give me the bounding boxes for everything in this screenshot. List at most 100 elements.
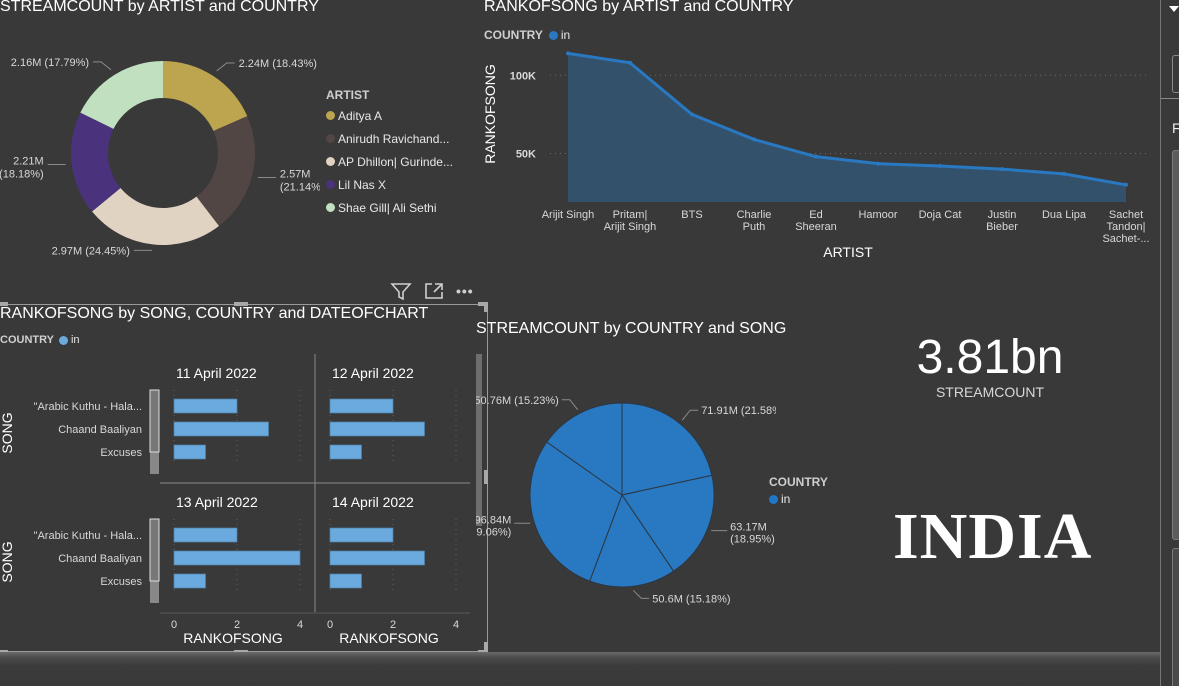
x-tick-label: 2: [234, 619, 240, 631]
small-multiples-bar-chart[interactable]: 11 April 2022 "Arabic Kuthu - Hala... Chaa…: [0, 350, 488, 650]
pie-slice[interactable]: [589, 493, 675, 588]
legend-dot-icon: [326, 134, 335, 143]
donut-legend-item[interactable]: Aditya A: [326, 104, 453, 127]
bar[interactable]: [329, 550, 425, 566]
x-tick-label: BTS: [681, 209, 702, 221]
leader-line: [93, 61, 112, 71]
y-tick-label: 100K: [510, 70, 536, 82]
data-point[interactable]: [690, 112, 694, 117]
y-axis-title: SONG: [0, 541, 15, 582]
legend-label: Shae Gill| Ali Sethi: [338, 200, 437, 215]
legend-dot-icon: [326, 111, 335, 120]
more-options-icon[interactable]: •••: [456, 283, 474, 299]
data-point[interactable]: [814, 154, 818, 159]
pie-chart[interactable]: 71.91M (21.58%) 63.17M(18.95%) 50.6M (15.1…: [476, 370, 776, 620]
x-tick-label: Sachet-...: [1102, 233, 1149, 245]
x-tick-label: Justin: [988, 209, 1017, 221]
y-axis-title: RANKOFSONG: [482, 64, 498, 164]
category-label: Chaand Baaliyan: [58, 553, 142, 565]
donut-slice[interactable]: [80, 61, 163, 129]
filter-card[interactable]: [1172, 548, 1179, 686]
donut-slice[interactable]: [196, 116, 256, 227]
x-tick-label: Arijit Singh: [542, 209, 595, 221]
data-point[interactable]: [566, 51, 570, 56]
category-scroll-thumb[interactable]: [149, 518, 160, 582]
pie-slice[interactable]: [621, 474, 715, 572]
bar[interactable]: [329, 444, 362, 460]
bar[interactable]: [173, 444, 206, 460]
x-tick-label: 0: [327, 619, 333, 631]
bar[interactable]: [329, 421, 425, 437]
area-legend-item-in[interactable]: in: [548, 28, 570, 42]
kpi-card: 3.81bn STREAMCOUNT: [880, 330, 1100, 400]
bar[interactable]: [329, 398, 394, 414]
page-bottom-scroll-area: [0, 652, 1160, 686]
donut-data-label: 2.57M: [280, 168, 311, 180]
pie-slice[interactable]: [621, 402, 713, 496]
donut-legend-title: ARTIST: [326, 88, 370, 102]
x-axis-title: ARTIST: [823, 244, 873, 260]
category-scroll-thumb[interactable]: [149, 389, 160, 453]
pie-data-label: 96.84M: [476, 514, 511, 526]
donut-legend-item[interactable]: Anirudh Ravichand...: [326, 127, 453, 150]
legend-dot-icon: [326, 203, 335, 212]
bar[interactable]: [173, 527, 238, 543]
bar-legend-item-in[interactable]: in: [58, 334, 80, 346]
bar[interactable]: [173, 398, 238, 414]
legend-label: in: [781, 492, 791, 506]
filter-card[interactable]: [1172, 150, 1179, 540]
resize-handle[interactable]: [484, 302, 488, 312]
pie-legend: COUNTRY in: [769, 475, 828, 509]
area-legend: COUNTRY in: [484, 28, 570, 42]
resize-handle[interactable]: [484, 642, 488, 652]
focus-mode-icon[interactable]: [424, 282, 444, 300]
donut-data-label: 2.97M (24.45%): [52, 245, 130, 257]
donut-slice[interactable]: [91, 187, 219, 245]
x-tick-label: Doja Cat: [919, 209, 962, 221]
x-axis-title: RANKOFSONG: [339, 630, 439, 646]
data-point[interactable]: [938, 164, 942, 169]
data-point[interactable]: [628, 60, 632, 65]
x-tick-label: Bieber: [986, 221, 1018, 233]
category-label: Excuses: [100, 447, 142, 459]
leader-line: [681, 409, 699, 421]
pane-search-box[interactable]: [1172, 55, 1179, 93]
visual-header: •••: [390, 281, 474, 301]
bar[interactable]: [173, 550, 301, 566]
resize-handle[interactable]: [0, 302, 8, 306]
pie-data-label: (18.95%): [730, 534, 775, 546]
data-point[interactable]: [876, 161, 880, 166]
data-point[interactable]: [1000, 167, 1004, 172]
donut-legend-item[interactable]: Shae Gill| Ali Sethi: [326, 196, 453, 219]
category-label: "Arabic Kuthu - Hala...: [34, 530, 142, 542]
data-point[interactable]: [752, 137, 756, 142]
donut-slice[interactable]: [163, 61, 248, 131]
resize-handle[interactable]: [234, 302, 248, 306]
bar[interactable]: [173, 573, 206, 589]
data-point[interactable]: [1124, 182, 1128, 187]
pie-legend-item-in[interactable]: in: [769, 489, 828, 509]
resize-handle[interactable]: [484, 470, 488, 484]
panel-date-title: 13 April 2022: [176, 494, 258, 510]
collapse-chevron-icon[interactable]: [1169, 6, 1179, 12]
panel-date-title: 11 April 2022: [176, 365, 257, 381]
bar[interactable]: [329, 573, 362, 589]
vertical-scrollbar[interactable]: [476, 354, 482, 526]
donut-slice[interactable]: [71, 112, 121, 212]
series-line[interactable]: [567, 51, 1127, 187]
legend-label: AP Dhillon| Gurinde...: [338, 154, 453, 169]
donut-legend-item[interactable]: Lil Nas X: [326, 173, 453, 196]
bar[interactable]: [329, 527, 394, 543]
pie-slice[interactable]: [529, 441, 623, 582]
bar-chart-title: RANKOFSONG by SONG, COUNTRY and DATEOFCH…: [0, 305, 429, 322]
donut-chart[interactable]: 2.24M (18.43%) 2.57M(21.14%) 2.97M (24.45%…: [0, 20, 320, 270]
resize-handle[interactable]: [478, 302, 488, 306]
pie-slice[interactable]: [546, 402, 623, 496]
bar[interactable]: [173, 421, 269, 437]
data-point[interactable]: [1062, 171, 1066, 176]
leader-line: [216, 62, 235, 72]
donut-data-label: 2.16M (17.79%): [11, 57, 89, 69]
donut-legend-item[interactable]: AP Dhillon| Gurinde...: [326, 150, 453, 173]
filter-icon[interactable]: [390, 281, 412, 301]
